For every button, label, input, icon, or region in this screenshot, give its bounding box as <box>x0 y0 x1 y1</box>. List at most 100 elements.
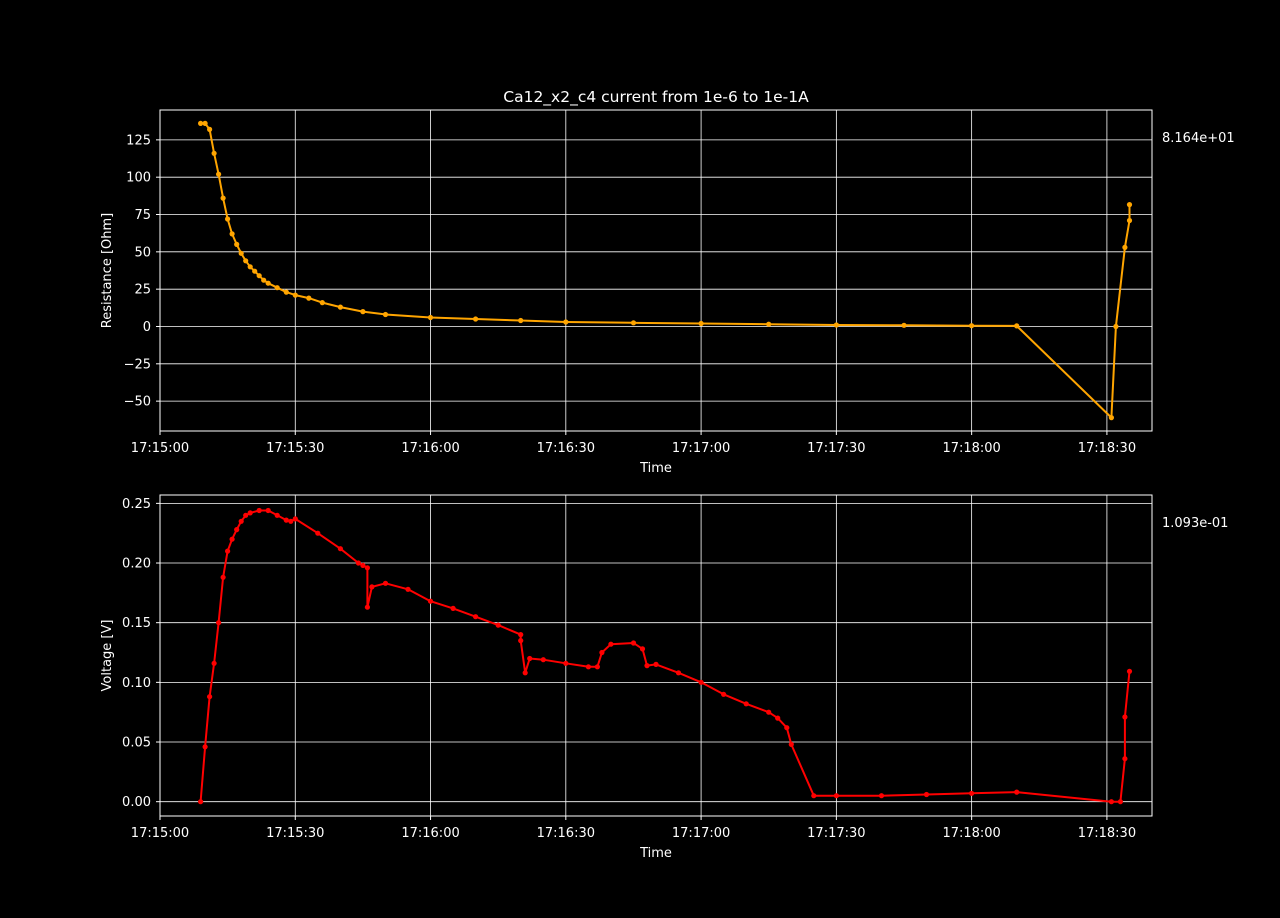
voltage-point <box>1014 789 1020 795</box>
resistance-point <box>211 150 217 156</box>
resistance-point <box>360 309 366 315</box>
resistance-point <box>473 316 479 322</box>
voltage-point <box>721 691 727 697</box>
voltage-point <box>283 517 289 523</box>
voltage-x-tick-label: 17:18:00 <box>942 826 1000 841</box>
voltage-point <box>540 657 546 663</box>
voltage-x-tick-label: 17:15:00 <box>131 826 189 841</box>
resistance-point <box>256 273 262 279</box>
voltage-point <box>833 793 840 799</box>
resistance-point <box>216 171 222 177</box>
voltage-point <box>495 622 501 628</box>
voltage-point <box>243 512 249 518</box>
voltage-point <box>274 512 280 518</box>
resistance-y-tick-label: 25 <box>134 283 151 298</box>
voltage-point <box>288 518 294 524</box>
voltage-y-tick-label: 0.15 <box>122 616 151 631</box>
resistance-chart: Ca12_x2_c4 current from 1e-6 to 1e-1A 17… <box>100 88 1235 476</box>
resistance-point <box>1108 415 1114 421</box>
resistance-point <box>265 280 271 286</box>
resistance-point <box>1122 244 1128 250</box>
resistance-point <box>252 268 258 274</box>
voltage-point <box>1122 756 1128 762</box>
voltage-x-tick-label: 17:16:00 <box>401 826 459 841</box>
chart-title: Ca12_x2_c4 current from 1e-6 to 1e-1A <box>503 88 809 107</box>
resistance-x-axis-label: Time <box>639 461 672 476</box>
resistance-point <box>234 241 240 247</box>
resistance-point <box>283 289 289 295</box>
voltage-x-ticks: 17:15:00 17:15:30 17:16:00 17:16:30 17:17:00… <box>131 816 1136 841</box>
voltage-point <box>599 649 605 656</box>
resistance-point <box>238 250 244 256</box>
voltage-point <box>527 655 533 662</box>
voltage-point <box>382 580 389 586</box>
resistance-x-tick-label: 17:17:00 <box>672 441 730 456</box>
voltage-point <box>198 799 204 805</box>
voltage-point <box>1117 799 1123 805</box>
voltage-point <box>256 507 262 514</box>
resistance-x-tick-label: 17:18:30 <box>1078 441 1136 456</box>
voltage-point <box>355 560 361 566</box>
voltage-last-value-label: 1.093e-01 <box>1162 516 1228 531</box>
resistance-grid <box>160 110 1152 431</box>
voltage-point <box>216 620 222 626</box>
resistance-series <box>198 120 1133 421</box>
resistance-x-tick-label: 17:15:00 <box>131 441 189 456</box>
voltage-y-axis-label: Voltage [V] <box>100 620 115 692</box>
voltage-point <box>364 565 370 571</box>
voltage-point <box>238 518 244 524</box>
resistance-point <box>292 292 298 298</box>
resistance-axes-frame <box>159 109 1153 432</box>
resistance-point <box>243 258 249 264</box>
voltage-point <box>207 694 213 700</box>
voltage-point <box>450 605 456 612</box>
resistance-point <box>1014 323 1020 329</box>
resistance-y-tick-label: −25 <box>124 357 151 372</box>
voltage-point <box>292 516 298 522</box>
voltage-point <box>585 664 592 670</box>
resistance-point <box>198 120 204 126</box>
resistance-point <box>207 126 213 132</box>
voltage-point <box>775 715 781 721</box>
voltage-point <box>247 510 253 516</box>
voltage-point <box>630 640 637 646</box>
voltage-point <box>653 661 659 668</box>
voltage-point <box>639 646 646 652</box>
resistance-x-tick-label: 17:17:30 <box>807 441 865 456</box>
voltage-point <box>1122 714 1128 720</box>
resistance-y-tick-label: −50 <box>124 395 151 410</box>
voltage-grid <box>160 495 1152 816</box>
voltage-y-ticks: 0.00 0.05 0.10 0.15 0.20 0.25 <box>122 497 160 810</box>
resistance-point <box>220 195 226 201</box>
voltage-x-tick-label: 17:16:30 <box>537 826 595 841</box>
voltage-point <box>608 641 614 647</box>
resistance-y-tick-label: 100 <box>126 171 151 186</box>
resistance-point <box>382 311 389 318</box>
voltage-point <box>969 790 975 796</box>
voltage-y-tick-label: 0.05 <box>122 736 151 751</box>
voltage-y-tick-label: 0.00 <box>122 795 151 810</box>
voltage-point <box>1126 668 1133 674</box>
voltage-series <box>198 507 1133 805</box>
voltage-point <box>427 598 434 604</box>
resistance-y-tick-label: 125 <box>126 133 151 148</box>
voltage-x-axis-label: Time <box>639 846 672 861</box>
resistance-point <box>833 322 840 328</box>
resistance-point <box>261 277 267 283</box>
voltage-point <box>766 709 772 715</box>
resistance-point <box>427 314 434 321</box>
resistance-point <box>247 264 253 270</box>
resistance-point <box>1126 217 1133 224</box>
resistance-point <box>518 317 524 324</box>
voltage-point <box>211 660 217 666</box>
resistance-y-tick-label: 0 <box>143 320 151 335</box>
resistance-point <box>337 304 343 310</box>
resistance-y-ticks: −50 −25 0 25 50 75 100 125 <box>124 133 160 410</box>
resistance-y-tick-label: 75 <box>134 208 151 223</box>
resistance-point <box>274 285 280 291</box>
voltage-point <box>878 793 885 799</box>
voltage-point <box>315 530 321 536</box>
voltage-point <box>473 614 479 620</box>
voltage-point <box>594 664 601 670</box>
